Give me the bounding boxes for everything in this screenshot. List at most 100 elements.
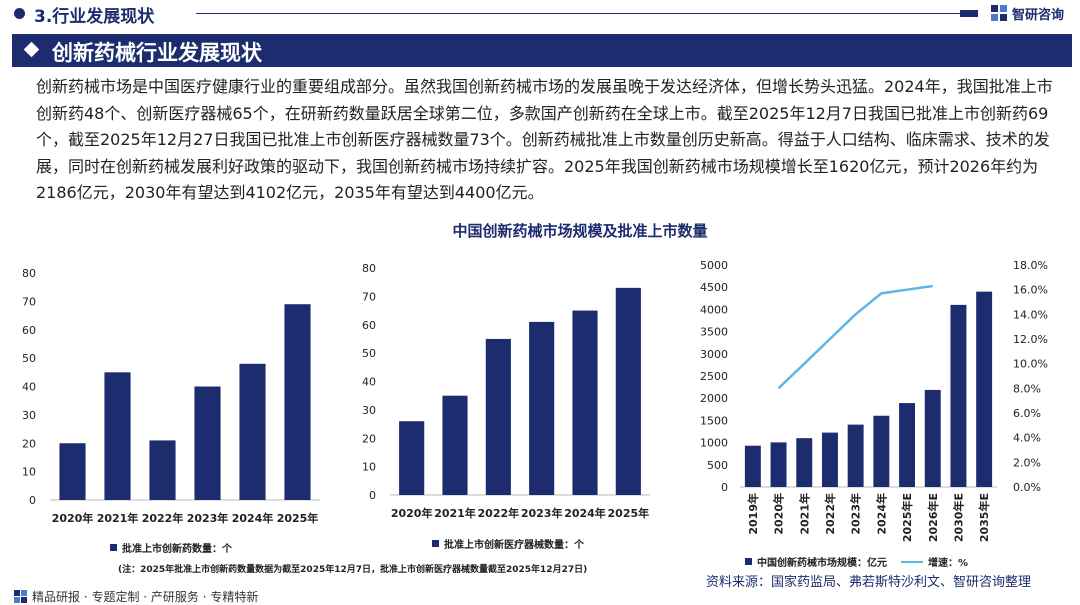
x-tick-label: 2024年 [232, 511, 274, 525]
top-bar [0, 0, 1080, 30]
y-tick-label: 4000 [700, 303, 728, 316]
title-banner: 创新药械行业发展现状 [12, 34, 1072, 67]
y-tick-label: 60 [362, 319, 376, 332]
header-rule-accent [960, 10, 978, 17]
bar [950, 304, 967, 487]
bar [615, 287, 641, 495]
legend-market-size: 中国创新药械市场规模：亿元 增速：% [745, 554, 968, 569]
x-tick-label: 2022年 [823, 493, 837, 535]
x-tick-label: 2024年 [874, 493, 888, 535]
bar [104, 372, 131, 500]
bar [770, 442, 787, 487]
legend-label: 中国创新药械市场规模：亿元 [757, 558, 887, 569]
y-tick-label: 40 [362, 376, 376, 389]
x-tick-label: 2022年 [478, 506, 520, 520]
bar [744, 445, 761, 487]
bar [149, 440, 176, 500]
x-tick-label: 2035年E [977, 493, 991, 542]
y2-tick-label: 4.0% [1013, 432, 1041, 445]
x-tick-label: 2023年 [187, 511, 229, 525]
bar [899, 403, 916, 487]
footer-text: 精品研报 · 专题定制 · 产研服务 · 专精特新 [32, 590, 259, 604]
x-tick-label: 2024年 [564, 506, 606, 520]
y2-tick-label: 8.0% [1013, 382, 1041, 395]
y2-tick-label: 0.0% [1013, 481, 1041, 494]
bar [59, 443, 86, 500]
y-tick-label: 1000 [700, 437, 728, 450]
bar [529, 321, 555, 495]
x-tick-label: 2023年 [521, 506, 563, 520]
x-tick-label: 2021年 [434, 506, 476, 520]
y-tick-label: 70 [22, 295, 36, 308]
legend-innovative-drugs: 批准上市创新药数量：个 [110, 540, 232, 555]
x-tick-label: 2020年 [391, 506, 433, 520]
x-tick-label: 2025年E [900, 493, 914, 542]
y-tick-label: 80 [362, 262, 376, 275]
legend-line-swatch [901, 560, 923, 563]
y2-tick-label: 12.0% [1013, 333, 1048, 346]
legend-swatch [110, 544, 117, 551]
x-tick-label: 2025年 [277, 511, 319, 525]
y2-tick-label: 6.0% [1013, 407, 1041, 420]
footer-logo-icon [14, 590, 27, 603]
y-tick-label: 0 [369, 489, 376, 502]
bar [976, 291, 993, 487]
bar [796, 438, 813, 487]
growth-line [777, 284, 933, 390]
y-tick-label: 80 [22, 267, 36, 280]
chart-market-size: 0 500 1000 1500 2000 2500 3000 3500 4000 4500 5000… [700, 259, 1048, 542]
y-tick-label: 50 [362, 347, 376, 360]
legend-swatch [432, 540, 439, 547]
bar [239, 363, 266, 500]
y-tick-label: 40 [22, 381, 36, 394]
y-tick-label: 30 [22, 409, 36, 422]
y2-tick-label: 2.0% [1013, 456, 1041, 469]
y-tick-label: 50 [22, 352, 36, 365]
brand: 智研咨询 [990, 3, 1064, 23]
legend-swatch [745, 558, 752, 565]
section-bullet-icon [14, 8, 25, 19]
header-rule [196, 13, 978, 14]
figure-title: 中国创新药械市场规模及批准上市数量 [452, 222, 708, 240]
y-tick-label: 30 [362, 404, 376, 417]
legend-label: 批准上市创新医疗器械数量：个 [444, 540, 584, 551]
y2-tick-label: 16.0% [1013, 284, 1048, 297]
y-tick-label: 4500 [700, 281, 728, 294]
brand-logo-icon [991, 5, 1007, 21]
intro-paragraph: 创新药械市场是中国医疗健康行业的重要组成部分。虽然我国创新药械市场的发展虽晚于发… [36, 77, 1053, 202]
bar [847, 424, 864, 487]
x-tick-label: 2023年 [849, 493, 863, 535]
y-tick-label: 500 [707, 459, 728, 472]
y-tick-label: 70 [362, 290, 376, 303]
bar [194, 386, 221, 500]
bar [485, 338, 511, 495]
legend-label: 批准上市创新药数量：个 [122, 544, 232, 555]
diamond-icon [23, 41, 40, 58]
legend-label: 增速：% [928, 558, 969, 569]
y-tick-label: 60 [22, 324, 36, 337]
chart-innovative-devices: 0 10 20 30 40 50 60 70 80 2020年 2021年 2022年 2023年 202… [362, 262, 650, 520]
bar [572, 310, 598, 495]
brand-name: 智研咨询 [1012, 7, 1065, 23]
banner-title: 创新药械行业发展现状 [52, 41, 262, 65]
y-tick-label: 1500 [700, 414, 728, 427]
x-tick-label: 2026年E [926, 493, 940, 542]
y-tick-label: 20 [362, 432, 376, 445]
section-title: 3.行业发展现状 [34, 7, 155, 27]
x-tick-label: 2021年 [797, 493, 811, 535]
y2-tick-label: 10.0% [1013, 358, 1048, 371]
y-tick-label: 3500 [700, 326, 728, 339]
y-tick-label: 20 [22, 437, 36, 450]
x-tick-label: 2021年 [97, 511, 139, 525]
bar [442, 395, 468, 495]
footer: 精品研报 · 专题定制 · 产研服务 · 专精特新 [14, 588, 258, 605]
y-tick-label: 10 [362, 461, 376, 474]
x-tick-label: 2030年E [951, 493, 965, 542]
y-tick-label: 2500 [700, 370, 728, 383]
bar [924, 389, 941, 487]
x-tick-label: 2020年 [52, 511, 94, 525]
bar [873, 415, 890, 487]
chart-note: (注：2025年批准上市创新药数量数据为截至2025年12月7日，批准上市创新医… [118, 565, 588, 575]
x-tick-label: 2020年 [772, 493, 786, 535]
